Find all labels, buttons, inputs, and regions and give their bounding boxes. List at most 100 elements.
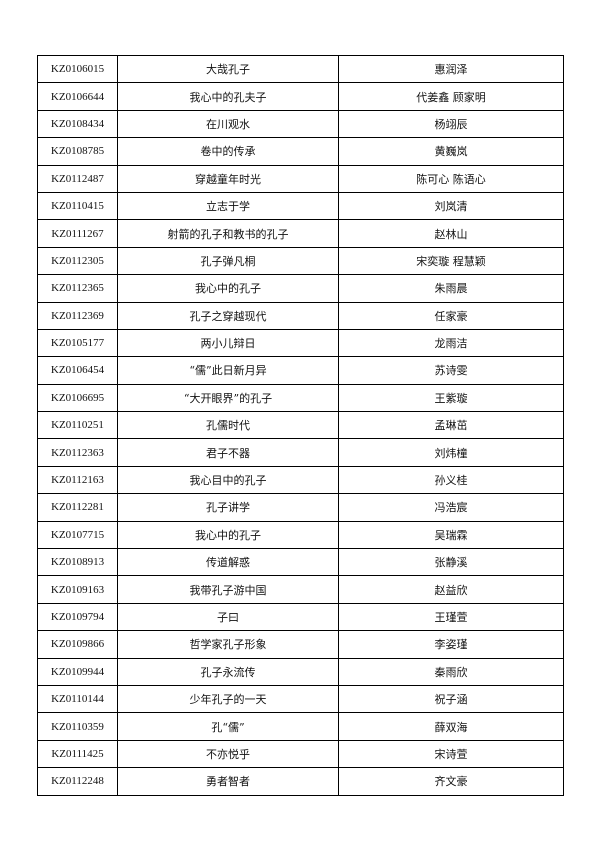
work-title: 卷中的传承 [117, 137, 339, 166]
table-row: KZ0111267 射箭的孔子和教书的孔子 赵林山 [37, 219, 564, 248]
work-title: 我心中的孔子 [117, 274, 339, 303]
table-row: KZ0109794 子曰 王瑾萱 [37, 602, 564, 632]
table-row: KZ0110144 少年孔子的一天 祝子涵 [37, 684, 564, 714]
table-row: KZ0106015 大哉孔子 惠润泽 [37, 54, 564, 84]
work-title: 孔子弹凡桐 [117, 246, 339, 276]
author: 朱雨晨 [338, 274, 564, 303]
entry-id: KZ0106644 [37, 82, 118, 111]
table-row: KZ0111425 不亦悦乎 宋诗萱 [37, 739, 564, 769]
entry-id: KZ0112305 [37, 246, 118, 276]
entries-table: KZ0106015 大哉孔子 惠润泽 KZ0106644 我心中的孔夫子 代姜鑫 顾家明 K… [37, 54, 564, 796]
author: 孙义桂 [338, 465, 564, 495]
work-title: 孔子讲学 [117, 493, 339, 522]
author: 薛双海 [338, 712, 564, 741]
table-row: KZ0112369 孔子之穿越现代 任家豪 [37, 301, 564, 330]
entry-id: KZ0110415 [37, 191, 118, 221]
work-title: “儒”此日新月异 [117, 356, 339, 385]
table-row: KZ0112487 穿越童年时光 陈可心 陈语心 [37, 164, 564, 193]
work-title: 孔子之穿越现代 [117, 301, 339, 330]
work-title: 穿越童年时光 [117, 164, 339, 193]
author: 刘炜橦 [338, 438, 564, 467]
entry-id: KZ0108434 [37, 109, 118, 139]
work-title: 我心目中的孔子 [117, 465, 339, 495]
author: 孟琳茁 [338, 411, 564, 440]
author: 宋奕璇 程慧颖 [338, 246, 564, 276]
author: 陈可心 陈语心 [338, 164, 564, 193]
work-title: 孔“儒” [117, 712, 339, 741]
author: 代姜鑫 顾家明 [338, 82, 564, 111]
author: 黄巍岚 [338, 137, 564, 166]
entry-id: KZ0111267 [37, 219, 118, 248]
table-row: KZ0110251 孔儒时代 孟琳茁 [37, 411, 564, 440]
work-title: 我心中的孔子 [117, 520, 339, 550]
table-row: KZ0110359 孔“儒” 薛双海 [37, 712, 564, 741]
table-row: KZ0112363 君子不器 刘炜橦 [37, 438, 564, 467]
work-title: 传道解惑 [117, 548, 339, 577]
author: 祝子涵 [338, 684, 564, 714]
work-title: 子曰 [117, 602, 339, 632]
work-title: 在川观水 [117, 109, 339, 139]
table-row: KZ0109866 哲学家孔子形象 李姿瑾 [37, 630, 564, 659]
work-title: 射箭的孔子和教书的孔子 [117, 219, 339, 248]
author: 王紫璇 [338, 383, 564, 413]
entry-id: KZ0112365 [37, 274, 118, 303]
table-row: KZ0106454 “儒”此日新月异 苏诗雯 [37, 356, 564, 385]
entry-id: KZ0106454 [37, 356, 118, 385]
work-title: 哲学家孔子形象 [117, 630, 339, 659]
author: 赵益欣 [338, 575, 564, 604]
table-row: KZ0109944 孔子永流传 秦雨欣 [37, 657, 564, 686]
entry-id: KZ0106015 [37, 54, 118, 84]
table-row: KZ0112163 我心目中的孔子 孙义桂 [37, 465, 564, 495]
entry-id: KZ0111425 [37, 739, 118, 769]
entry-id: KZ0107715 [37, 520, 118, 550]
entry-id: KZ0109794 [37, 602, 118, 632]
work-title: 君子不器 [117, 438, 339, 467]
entry-id: KZ0108785 [37, 137, 118, 166]
table-row: KZ0106695 “大开眼界”的孔子 王紫璇 [37, 383, 564, 413]
entry-id: KZ0112487 [37, 164, 118, 193]
table-row: KZ0108913 传道解惑 张静溪 [37, 548, 564, 577]
author: 刘岚清 [338, 191, 564, 221]
author: 龙雨洁 [338, 328, 564, 358]
author: 吴瑞霖 [338, 520, 564, 550]
entry-id: KZ0108913 [37, 548, 118, 577]
table-row: KZ0110415 立志于学 刘岚清 [37, 191, 564, 221]
table-row: KZ0112305 孔子弹凡桐 宋奕璇 程慧颖 [37, 246, 564, 276]
entry-id: KZ0109866 [37, 630, 118, 659]
author: 张静溪 [338, 548, 564, 577]
entry-id: KZ0112163 [37, 465, 118, 495]
work-title: 我心中的孔夫子 [117, 82, 339, 111]
author: 宋诗萱 [338, 739, 564, 769]
author: 秦雨欣 [338, 657, 564, 686]
author: 惠润泽 [338, 54, 564, 84]
author: 王瑾萱 [338, 602, 564, 632]
author: 李姿瑾 [338, 630, 564, 659]
work-title: 勇者智者 [117, 767, 339, 796]
table-row: KZ0107715 我心中的孔子 吴瑞霖 [37, 520, 564, 550]
entry-id: KZ0106695 [37, 383, 118, 413]
entry-id: KZ0110359 [37, 712, 118, 741]
work-title: 孔子永流传 [117, 657, 339, 686]
author: 任家豪 [338, 301, 564, 330]
entry-id: KZ0109163 [37, 575, 118, 604]
table-row: KZ0112365 我心中的孔子 朱雨晨 [37, 274, 564, 303]
author: 赵林山 [338, 219, 564, 248]
entry-id: KZ0112281 [37, 493, 118, 522]
table-row: KZ0108434 在川观水 杨翊辰 [37, 109, 564, 139]
table-row: KZ0106644 我心中的孔夫子 代姜鑫 顾家明 [37, 82, 564, 111]
table-row: KZ0112281 孔子讲学 冯浩宸 [37, 493, 564, 522]
work-title: “大开眼界”的孔子 [117, 383, 339, 413]
table-row: KZ0105177 两小儿辩日 龙雨洁 [37, 328, 564, 358]
author: 杨翊辰 [338, 109, 564, 139]
work-title: 两小儿辩日 [117, 328, 339, 358]
entry-id: KZ0105177 [37, 328, 118, 358]
entry-id: KZ0112363 [37, 438, 118, 467]
work-title: 少年孔子的一天 [117, 684, 339, 714]
work-title: 立志于学 [117, 191, 339, 221]
entry-id: KZ0110144 [37, 684, 118, 714]
entry-id: KZ0109944 [37, 657, 118, 686]
table-row: KZ0112248 勇者智者 齐文豪 [37, 767, 564, 796]
author: 齐文豪 [338, 767, 564, 796]
table-row: KZ0109163 我带孔子游中国 赵益欣 [37, 575, 564, 604]
